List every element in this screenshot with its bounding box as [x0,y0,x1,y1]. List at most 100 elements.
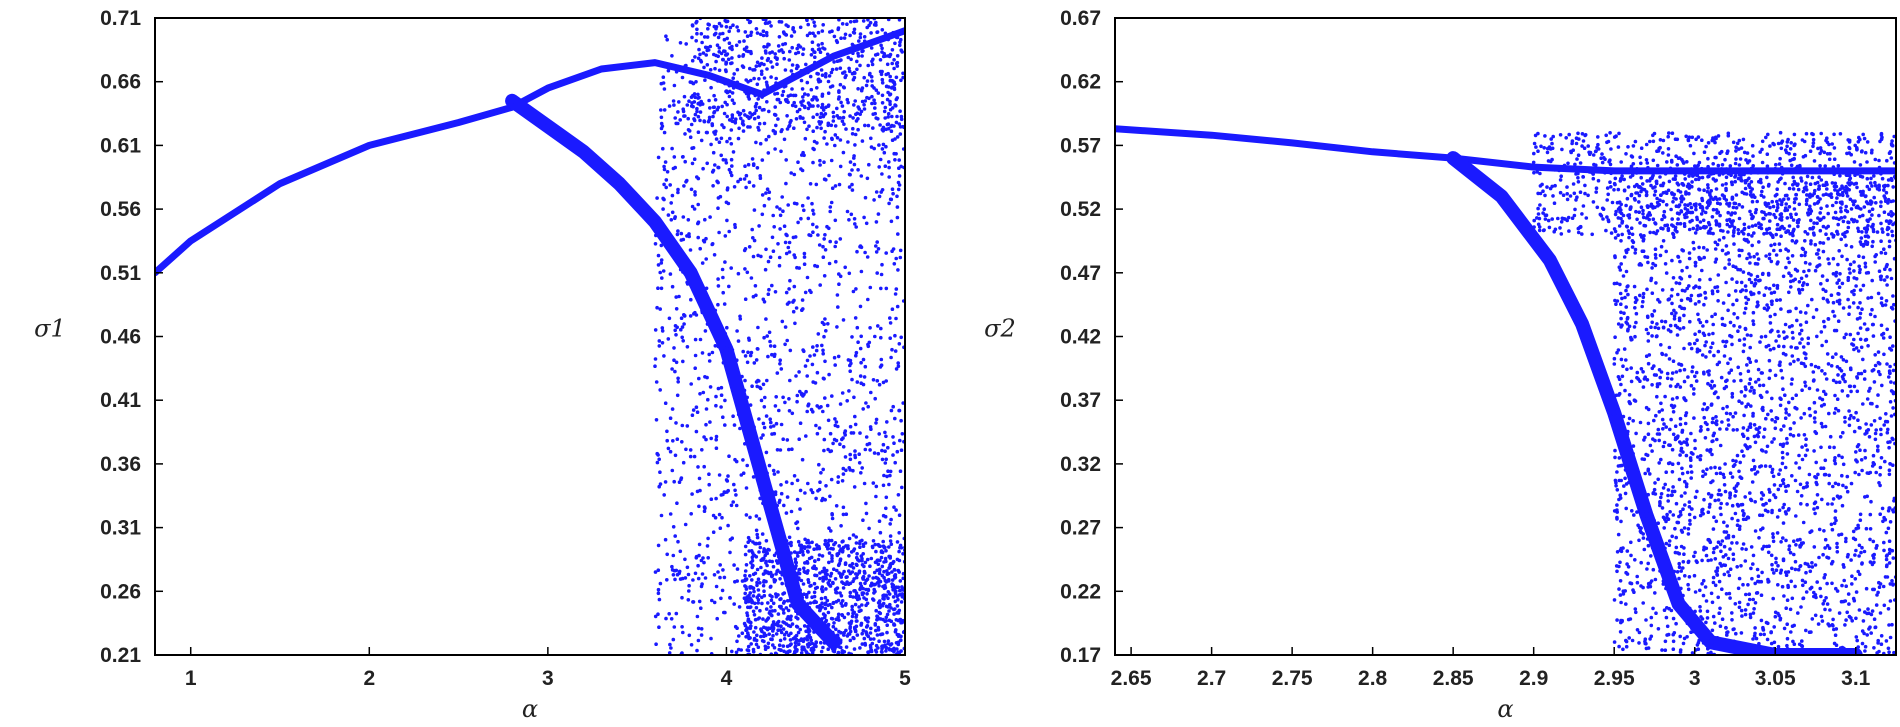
scatter-point [869,556,874,561]
scatter-point [749,49,753,54]
x-tick-label: 3 [542,667,554,690]
scatter-point [897,408,901,413]
scatter-point [840,550,845,554]
scatter-point [778,227,782,231]
scatter-point [787,240,792,245]
scatter-point [741,349,745,354]
scatter-point [1861,402,1865,406]
scatter-point [1835,299,1840,304]
scatter-point [1646,407,1651,412]
scatter-point [840,479,845,483]
scatter-point [1631,419,1635,423]
scatter-point [1743,559,1748,563]
scatter-point [1760,513,1765,518]
scatter-point [1785,643,1789,648]
scatter-point [827,372,831,377]
scatter-point [1827,481,1831,486]
scatter-point [699,99,703,104]
scatter-point [892,262,897,266]
scatter-point [736,136,741,141]
scatter-point [826,418,831,423]
scatter-point [821,612,826,616]
scatter-point [1697,285,1702,290]
scatter-point [894,256,898,261]
scatter-point [1618,282,1622,287]
scatter-point [773,92,777,96]
scatter-point [1793,584,1797,589]
scatter-point [1877,269,1882,274]
scatter-point [756,253,760,258]
scatter-point [1887,561,1892,565]
scatter-point [709,142,713,147]
scatter-point [1879,427,1883,432]
scatter-point [743,544,748,549]
scatter-point [1659,244,1664,249]
scatter-point [837,182,842,187]
scatter-point [1731,552,1736,556]
scatter-point [1886,427,1890,432]
scatter-point [1772,248,1776,253]
scatter-point [1827,411,1831,416]
scatter-point [1845,257,1849,262]
scatter-point [1713,260,1718,264]
scatter-point [886,445,890,450]
scatter-point [857,609,862,613]
scatter-point [695,175,699,179]
scatter-point [1773,373,1778,378]
scatter-point [848,33,852,38]
scatter-point [1812,449,1816,453]
scatter-point [1667,345,1672,350]
scatter-point [1879,432,1883,437]
scatter-point [873,542,877,547]
scatter-point [803,290,808,295]
y-tick-label: 0.51 [100,262,141,285]
scatter-point [1781,274,1786,279]
scatter-point [667,104,672,108]
scatter-point [1741,349,1746,354]
scatter-point [818,480,822,485]
scatter-point [891,191,895,196]
scatter-point [1837,301,1842,306]
scatter-point [819,405,823,409]
scatter-point [740,631,745,635]
scatter-point [690,80,694,85]
scatter-point [1794,461,1798,465]
scatter-point [1717,611,1721,615]
scatter-point [1730,503,1735,508]
x-axis-title: α [522,695,538,723]
scatter-point [817,487,822,492]
scatter-point [884,649,888,653]
scatter-point [809,290,813,295]
scatter-point [749,642,753,646]
scatter-point [1774,568,1779,572]
scatter-point [765,563,769,568]
scatter-point [659,108,663,112]
scatter-point [1757,425,1762,430]
scatter-point [1644,327,1649,332]
scatter-point [1703,291,1707,295]
scatter-point [771,623,775,627]
scatter-point [839,524,843,528]
scatter-point [1774,339,1778,343]
scatter-point [832,621,836,625]
scatter-point [827,526,831,530]
scatter-point [1696,455,1700,459]
scatter-point [1790,396,1795,401]
scatter-point [785,114,789,118]
scatter-point [794,521,798,526]
scatter-point [748,515,752,520]
scatter-point [776,117,780,121]
scatter-point [857,541,862,546]
scatter-point [750,384,754,389]
scatter-point [811,104,815,108]
scatter-point [659,81,664,86]
scatter-point [1825,298,1829,302]
scatter-point [1723,489,1728,494]
scatter-point [1726,630,1730,634]
scatter-point [719,393,724,398]
scatter-point [676,187,680,192]
scatter-point [1805,502,1809,507]
scatter-point [694,313,699,317]
scatter-point [798,550,802,554]
scatter-point [804,595,809,599]
